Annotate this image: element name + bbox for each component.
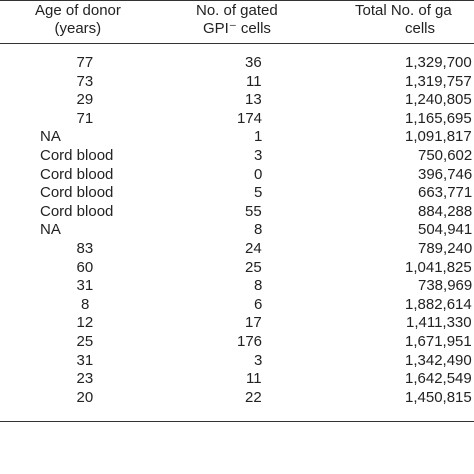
gpi-count-cell: 25 (245, 258, 262, 276)
age-cell: 60 (76, 258, 94, 276)
age-cell: Cord blood (40, 165, 114, 183)
total-cells-cell: 1,642,549 (405, 370, 472, 388)
gpi-count-cell: 11 (246, 72, 262, 90)
header-cell: cells (405, 20, 436, 37)
gpi-count-cell: 174 (237, 109, 263, 127)
total-cells-cell: 1,342,490 (405, 351, 472, 369)
age-cell: 77 (76, 54, 94, 71)
age-cell: 25 (76, 333, 94, 350)
age-cell: 12 (76, 314, 94, 332)
total-cells-cell: 504,941 (418, 221, 473, 239)
total-cells-cell: 1,411,330 (406, 314, 472, 332)
age-cell: 31 (76, 277, 94, 295)
gpi-count-cell: 55 (245, 202, 262, 220)
header-cell: No. of gated (196, 2, 278, 19)
total-cells-cell: 750,602 (418, 147, 473, 164)
gpi-count-cell: 11 (246, 370, 262, 388)
age-cell: 83 (76, 240, 94, 257)
header-cell: Total No. of ga (355, 2, 452, 19)
age-cell: Cord blood (40, 147, 114, 164)
gpi-count-cell: 24 (245, 240, 262, 257)
gpi-count-cell: 8 (254, 221, 263, 239)
total-cells-cell: 884,288 (418, 202, 473, 220)
total-cells-cell: 1,450,815 (405, 388, 472, 406)
header-cell: Age of donor (35, 2, 121, 19)
header-cell: (years) (54, 20, 102, 37)
total-cells-cell: 1,091,817 (405, 128, 472, 146)
header-rule (0, 43, 474, 44)
total-cells-cell: 1,240,805 (405, 91, 472, 109)
age-cell: NA (40, 128, 61, 146)
gpi-count-cell: 0 (254, 165, 263, 183)
gpi-count-cell: 3 (254, 147, 263, 164)
age-cell: 71 (76, 109, 94, 127)
gpi-count-cell: 8 (254, 277, 263, 295)
age-cell: NA (40, 221, 61, 239)
total-cells-cell: 738,969 (418, 277, 473, 295)
age-cell: 20 (76, 388, 94, 406)
total-cells-cell: 1,882,614 (405, 295, 472, 313)
gpi-count-cell: 1 (254, 128, 263, 146)
header-cell: GPI⁻ cells (203, 20, 271, 37)
gpi-count-cell: 13 (245, 91, 262, 109)
total-cells-cell: 396,746 (418, 165, 473, 183)
total-cells-cell: 1,165,695 (405, 109, 472, 127)
top-rule (0, 0, 474, 1)
gpi-count-cell: 17 (245, 314, 262, 332)
gpi-count-cell: 3 (254, 351, 263, 369)
age-cell: Cord blood (40, 184, 114, 202)
gpi-count-cell: 5 (254, 184, 263, 202)
gpi-count-cell: 22 (245, 388, 262, 406)
age-cell: 31 (76, 351, 94, 369)
total-cells-cell: 1,671,951 (405, 333, 472, 350)
age-cell: 29 (76, 91, 94, 109)
gpi-count-cell: 6 (254, 295, 263, 313)
gpi-count-cell: 36 (245, 54, 262, 71)
age-cell: 73 (76, 72, 94, 90)
total-cells-cell: 1,041,825 (405, 258, 472, 276)
total-cells-cell: 1,319,757 (405, 72, 472, 90)
bottom-rule (0, 421, 474, 422)
total-cells-cell: 789,240 (418, 240, 473, 257)
age-cell: 8 (81, 295, 90, 313)
age-cell: Cord blood (40, 202, 114, 220)
total-cells-cell: 663,771 (418, 184, 473, 202)
total-cells-cell: 1,329,700 (405, 54, 472, 71)
age-cell: 23 (76, 370, 94, 388)
gpi-count-cell: 176 (237, 333, 263, 350)
